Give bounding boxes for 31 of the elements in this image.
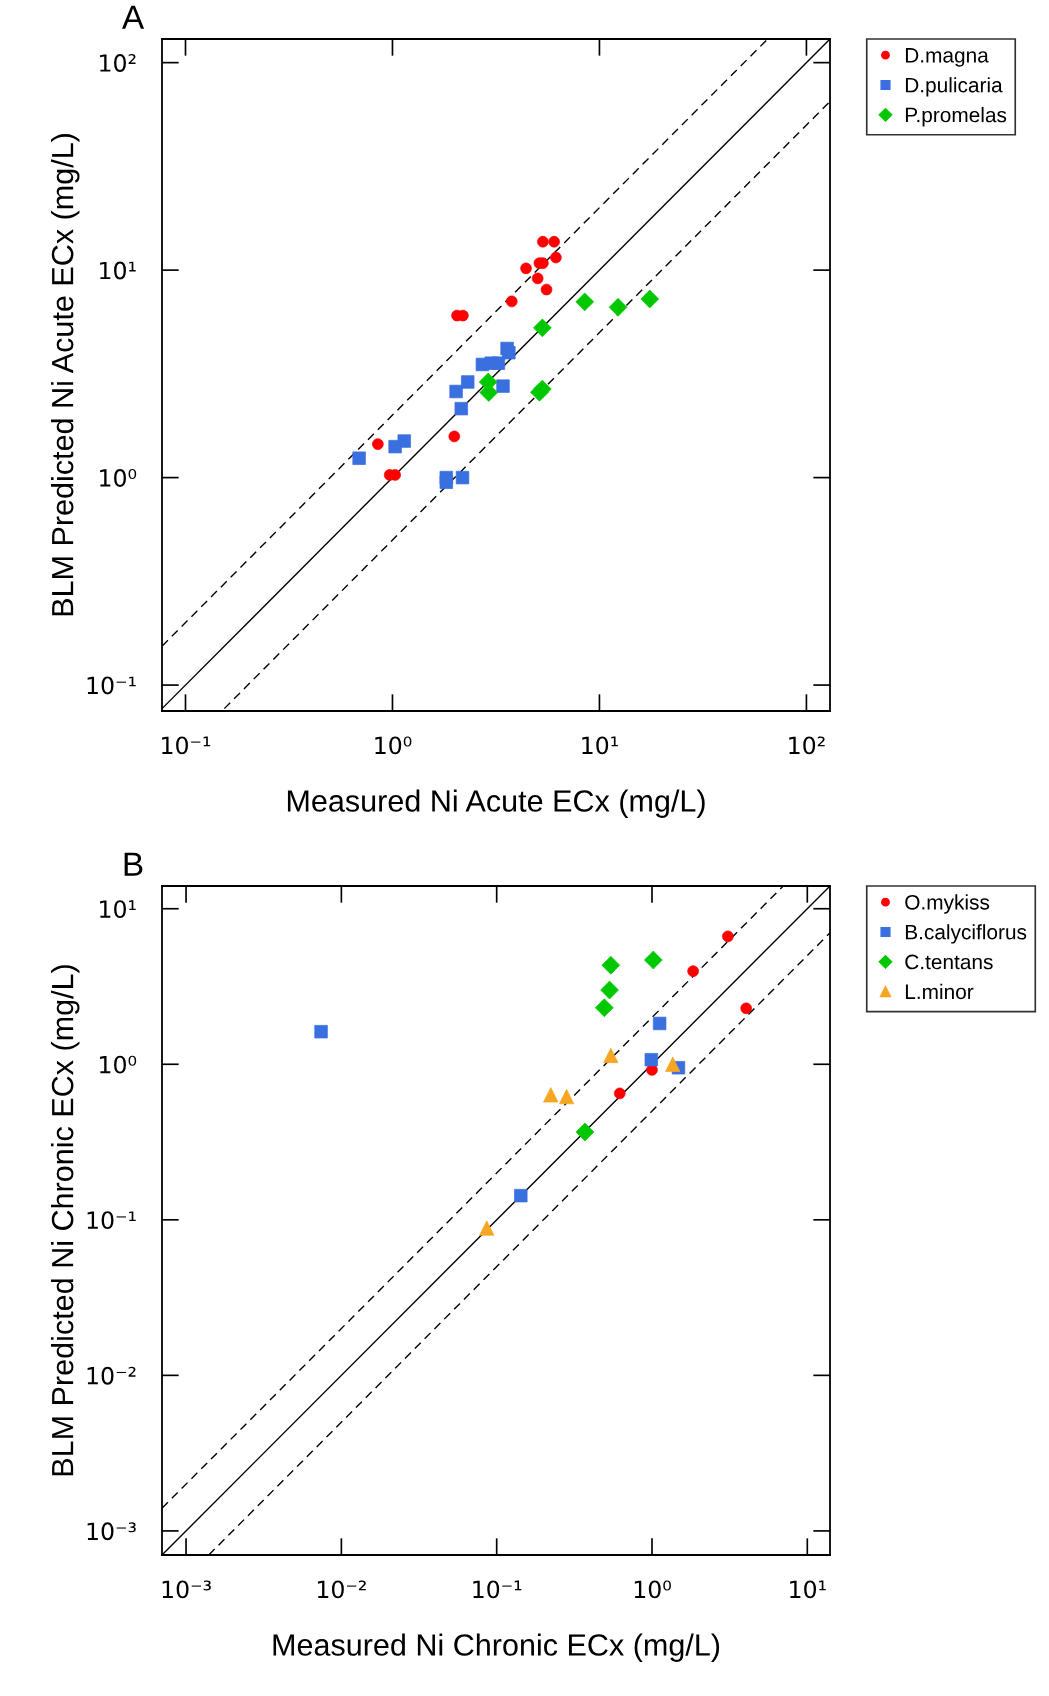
x-tick-label: 10⁰ [634,1580,671,1599]
x-axis-title: Measured Ni Acute ECx (mg/L) [287,789,705,818]
y-tick-label: 10⁰ [100,469,137,487]
x-tick-label: 10¹ [790,1580,826,1599]
y-tick-label: 10⁻¹ [87,676,136,695]
x-tick-label: 10¹ [582,736,618,755]
x-tick-label: 10² [789,736,825,755]
legend-label: P.promelas [905,107,1007,127]
legend-label: L.minor [905,983,974,1000]
x-tick-label: 10⁻² [317,1580,366,1599]
legend-label: D.pulicaria [905,77,1003,97]
y-tick-label: 10⁰ [100,1055,137,1074]
y-tick-label: 10² [100,54,136,72]
y-tick-label: 10⁻¹ [87,1211,136,1230]
x-tick-label: 10⁻¹ [473,1580,522,1599]
legend-label: O.mykiss [905,894,990,914]
x-tick-label: 10⁰ [375,736,412,755]
x-tick-label: 10⁻³ [162,1580,211,1599]
y-axis-title: BLM Predicted Ni Acute ECx (mg/L) [50,134,80,616]
text: A [121,5,145,29]
y-axis-title: BLM Predicted Ni Chronic ECx (mg/L) [50,965,80,1476]
legend-label: D.magna [905,48,989,67]
x-tick-label: 10⁻¹ [162,736,211,755]
y-tick-label: 10¹ [100,261,136,280]
y-tick-label: 10⁻³ [87,1522,136,1541]
text: B [124,852,143,876]
y-tick-label: 10¹ [100,900,136,919]
legend-label: B.calyciflorus [905,924,1027,944]
x-axis-title: Measured Ni Chronic ECx (mg/L) [273,1633,720,1662]
legend-label: C.tentans [905,954,993,970]
y-tick-label: 10⁻² [87,1366,136,1385]
